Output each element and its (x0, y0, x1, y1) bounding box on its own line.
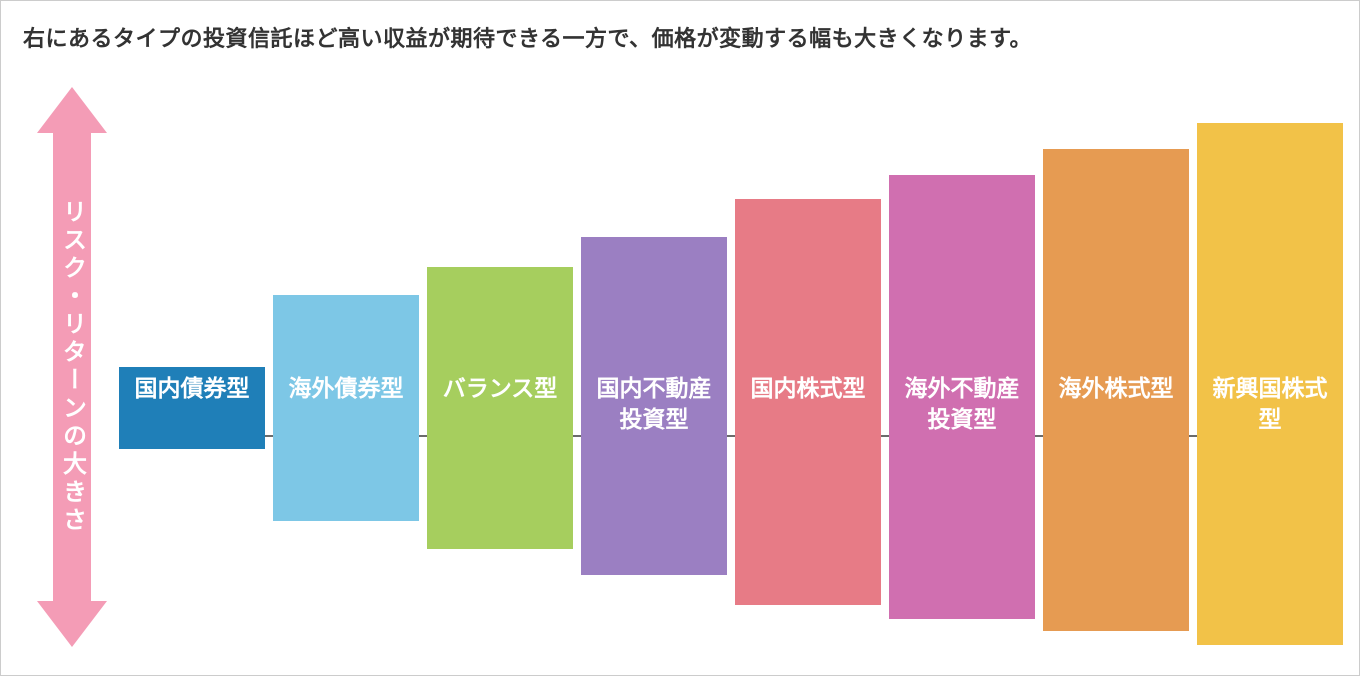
bar: 国内不動産 投資型 (581, 237, 727, 575)
bar: 国内債券型 (119, 367, 265, 449)
headline-text: 右にあるタイプの投資信託ほど高い収益が期待できる一方で、価格が変動する幅も大きく… (23, 21, 1337, 53)
bar-label: 海外株式型 (1043, 373, 1189, 404)
bar: 海外債券型 (273, 295, 419, 521)
bar-label: 国内株式型 (735, 373, 881, 404)
bar-label: 海外債券型 (273, 373, 419, 404)
axis-label: リスク・リターンの大きさ (55, 199, 90, 535)
bar: バランス型 (427, 267, 573, 549)
infographic-frame: 右にあるタイプの投資信託ほど高い収益が期待できる一方で、価格が変動する幅も大きく… (0, 0, 1360, 676)
bar: 海外不動産 投資型 (889, 175, 1035, 619)
bar-label: バランス型 (427, 373, 573, 404)
bar-label: 海外不動産 投資型 (889, 373, 1035, 435)
bar-label: 新興国株式型 (1197, 373, 1343, 435)
bar-label: 国内債券型 (119, 373, 265, 404)
chart-area: リスク・リターンの大きさ 国内債券型海外債券型バランス型国内不動産 投資型国内株… (23, 87, 1337, 647)
risk-return-axis: リスク・リターンの大きさ (37, 87, 107, 647)
bar: 国内株式型 (735, 199, 881, 605)
bar-label: 国内不動産 投資型 (581, 373, 727, 435)
bars-region: 国内債券型海外債券型バランス型国内不動産 投資型国内株式型海外不動産 投資型海外… (119, 87, 1335, 647)
bar: 新興国株式型 (1197, 123, 1343, 645)
bar: 海外株式型 (1043, 149, 1189, 631)
